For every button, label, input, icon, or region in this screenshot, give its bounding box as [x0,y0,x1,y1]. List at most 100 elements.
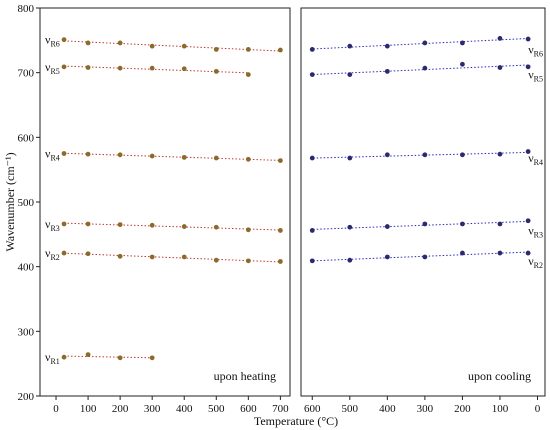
point-cooling-r6-3 [422,40,428,46]
point-heating-r3-2 [117,222,123,228]
point-cooling-r2-2 [384,254,390,260]
fit-line-heating-r3 [64,222,281,231]
point-heating-r1-1 [85,352,91,358]
x-tick-label-cooling-0: 600 [304,403,321,415]
point-heating-r5-6 [245,72,251,78]
point-heating-r3-3 [149,222,155,228]
point-heating-r6-5 [213,46,219,52]
y-tick-label-4: 600 [18,132,35,144]
fit-line-cooling-r5 [312,64,529,76]
panel-frame-cooling [300,7,546,397]
point-heating-r4-2 [117,152,123,158]
point-heating-r6-3 [149,43,155,49]
point-cooling-r6-6 [525,36,531,42]
y-tick-label-1: 300 [18,326,35,338]
point-heating-r4-4 [181,154,187,160]
point-cooling-r3-6 [525,218,531,224]
point-cooling-r6-0 [309,46,315,52]
fit-line-heating-r4 [64,152,281,161]
point-cooling-r3-3 [422,221,428,227]
point-heating-r4-3 [149,153,155,159]
point-cooling-r4-3 [422,152,428,158]
point-heating-r3-6 [245,227,251,233]
point-cooling-r6-4 [460,40,465,46]
point-heating-r3-1 [85,221,91,227]
x-tick-label-cooling-3: 300 [417,403,434,415]
point-cooling-r4-5 [497,151,503,157]
point-heating-r4-6 [245,156,251,162]
point-heating-r4-0 [61,151,67,156]
y-tick-label-6: 800 [18,3,35,15]
x-tick-label-cooling-4: 200 [454,403,471,415]
y-tick-label-3: 500 [18,197,35,209]
point-heating-r6-4 [181,43,187,49]
fit-line-heating-r6 [64,40,281,52]
series-label-heating-r4: νR4 [45,147,60,163]
point-heating-r2-6 [245,258,251,264]
point-heating-r2-0 [61,250,67,256]
x-tick-label-cooling-1: 500 [342,403,359,415]
y-tick-label-5: 700 [18,68,35,80]
point-heating-r4-7 [277,158,283,164]
point-heating-r2-1 [85,251,91,257]
series-label-cooling-r4: νR4 [528,151,543,167]
point-heating-r5-3 [149,65,155,71]
series-label-heating-r6: νR6 [45,33,60,49]
point-cooling-r5-1 [347,72,353,78]
point-heating-r3-7 [277,228,283,233]
point-cooling-r2-3 [422,254,428,260]
x-tick-label-cooling-6: 0 [535,403,541,415]
series-label-cooling-r5: νR5 [528,68,543,84]
point-heating-r2-5 [213,257,219,263]
point-heating-r5-1 [85,65,91,70]
x-tick-label-heating-0: 0 [53,403,59,415]
point-heating-r6-1 [85,40,91,46]
point-cooling-r3-4 [460,221,465,227]
series-label-heating-r3: νR3 [45,217,60,233]
series-label-cooling-r3: νR3 [528,223,543,239]
y-axis-title: Wavenumber (cm⁻¹) [3,152,17,251]
point-heating-r4-5 [213,155,219,161]
y-tick-label-2: 400 [18,262,35,274]
point-heating-r6-2 [117,40,123,46]
x-tick-label-heating-6: 600 [240,403,257,415]
fit-line-cooling-r2 [312,251,529,262]
series-label-heating-r1: νR1 [45,350,60,366]
point-heating-r2-3 [149,254,155,260]
point-cooling-r2-6 [525,250,531,256]
point-cooling-r2-5 [497,250,503,256]
series-label-cooling-r6: νR6 [528,42,543,58]
point-heating-r5-0 [61,64,67,70]
x-axis-title: Temperature (°C) [254,414,338,428]
point-cooling-r2-0 [309,258,315,264]
point-heating-r3-0 [61,221,67,227]
point-cooling-r4-4 [460,152,465,158]
point-heating-r4-1 [85,151,91,157]
point-cooling-r5-4 [460,61,465,67]
point-heating-r5-2 [117,65,123,71]
mode-label-heating: upon heating [214,369,276,383]
series-label-cooling-r2: νR2 [528,254,543,270]
x-tick-label-heating-4: 400 [176,403,193,415]
y-tick-label-0: 200 [18,391,35,403]
panel-cooling: 600 500 400 300 200 100 0 νR6 νR5 νR4 νR3 νR2 upon c… [300,7,546,415]
point-heating-r1-3 [149,355,155,361]
point-cooling-r5-3 [422,65,428,71]
point-heating-r1-0 [61,354,67,360]
point-cooling-r4-1 [347,155,353,161]
point-heating-r2-7 [277,259,283,264]
point-cooling-r4-0 [309,155,315,161]
x-tick-label-heating-7: 700 [272,403,289,415]
fit-line-cooling-r4 [312,151,529,159]
point-cooling-r6-5 [497,35,503,41]
point-heating-r2-2 [117,253,123,259]
x-tick-label-cooling-2: 400 [379,403,396,415]
point-heating-r3-5 [213,224,219,230]
point-heating-r2-4 [181,254,187,260]
point-heating-r5-4 [181,66,187,72]
panel-heating: 0 100 200 300 400 500 600 700 200 300 400 500 600 700… [18,3,291,415]
mode-label-cooling: upon cooling [468,369,531,383]
point-cooling-r3-2 [384,224,390,229]
point-cooling-r5-6 [525,64,531,70]
